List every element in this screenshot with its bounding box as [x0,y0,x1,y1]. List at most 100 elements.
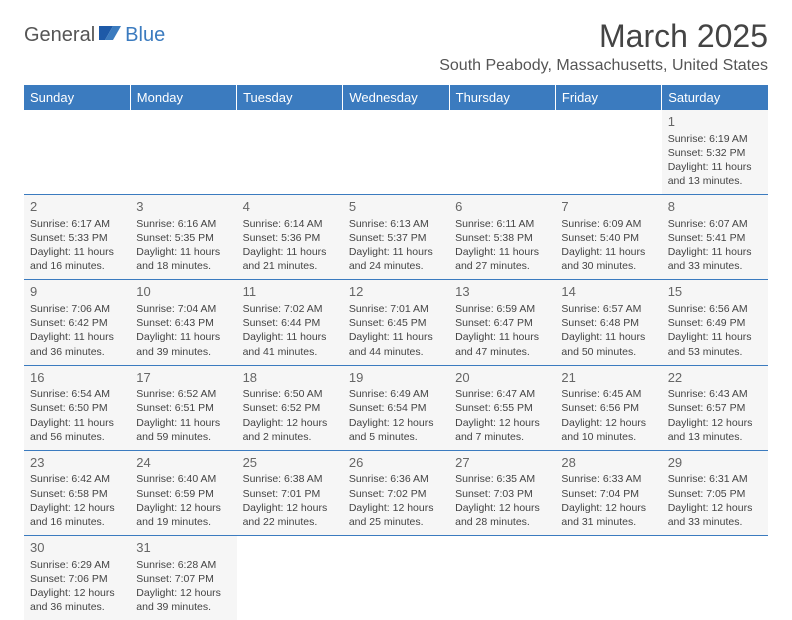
sunrise-text: Sunrise: 6:29 AM [30,558,124,572]
calendar-day-cell: 26Sunrise: 6:36 AMSunset: 7:02 PMDayligh… [343,450,449,535]
daylight-text: Daylight: 12 hours and 5 minutes. [349,416,443,444]
weekday-header: Thursday [449,85,555,110]
calendar-day-cell: 30Sunrise: 6:29 AMSunset: 7:06 PMDayligh… [24,536,130,620]
calendar-day-cell: 15Sunrise: 6:56 AMSunset: 6:49 PMDayligh… [662,280,768,365]
weekday-header: Friday [555,85,661,110]
sunrise-text: Sunrise: 6:36 AM [349,472,443,486]
calendar-day-cell: 2Sunrise: 6:17 AMSunset: 5:33 PMDaylight… [24,195,130,280]
calendar-day-cell: 6Sunrise: 6:11 AMSunset: 5:38 PMDaylight… [449,195,555,280]
calendar-day-cell [449,110,555,195]
day-number: 26 [349,454,443,472]
sunrise-text: Sunrise: 6:14 AM [243,217,337,231]
calendar-day-cell: 4Sunrise: 6:14 AMSunset: 5:36 PMDaylight… [237,195,343,280]
sunrise-text: Sunrise: 6:45 AM [561,387,655,401]
calendar-day-cell [343,536,449,620]
sunset-text: Sunset: 6:49 PM [668,316,762,330]
calendar-day-cell: 21Sunrise: 6:45 AMSunset: 6:56 PMDayligh… [555,365,661,450]
day-number: 12 [349,283,443,301]
sunset-text: Sunset: 5:41 PM [668,231,762,245]
day-number: 21 [561,369,655,387]
sunrise-text: Sunrise: 6:07 AM [668,217,762,231]
sunset-text: Sunset: 6:47 PM [455,316,549,330]
calendar-day-cell: 31Sunrise: 6:28 AMSunset: 7:07 PMDayligh… [130,536,236,620]
sunset-text: Sunset: 6:57 PM [668,401,762,415]
calendar-day-cell: 28Sunrise: 6:33 AMSunset: 7:04 PMDayligh… [555,450,661,535]
sunset-text: Sunset: 6:59 PM [136,487,230,501]
calendar-day-cell: 29Sunrise: 6:31 AMSunset: 7:05 PMDayligh… [662,450,768,535]
sunset-text: Sunset: 5:32 PM [668,146,762,160]
sunrise-text: Sunrise: 6:56 AM [668,302,762,316]
calendar-day-cell: 3Sunrise: 6:16 AMSunset: 5:35 PMDaylight… [130,195,236,280]
sunrise-text: Sunrise: 7:04 AM [136,302,230,316]
sunrise-text: Sunrise: 6:09 AM [561,217,655,231]
sunset-text: Sunset: 6:44 PM [243,316,337,330]
calendar-day-cell [343,110,449,195]
daylight-text: Daylight: 11 hours and 21 minutes. [243,245,337,273]
day-number: 3 [136,198,230,216]
daylight-text: Daylight: 11 hours and 53 minutes. [668,330,762,358]
daylight-text: Daylight: 11 hours and 44 minutes. [349,330,443,358]
day-number: 31 [136,539,230,557]
calendar-day-cell: 7Sunrise: 6:09 AMSunset: 5:40 PMDaylight… [555,195,661,280]
daylight-text: Daylight: 11 hours and 50 minutes. [561,330,655,358]
day-number: 29 [668,454,762,472]
calendar-table: SundayMondayTuesdayWednesdayThursdayFrid… [24,85,768,620]
sunset-text: Sunset: 6:43 PM [136,316,230,330]
sunrise-text: Sunrise: 6:47 AM [455,387,549,401]
logo-text-general: General [24,24,95,47]
calendar-day-cell: 17Sunrise: 6:52 AMSunset: 6:51 PMDayligh… [130,365,236,450]
day-number: 22 [668,369,762,387]
calendar-day-cell: 25Sunrise: 6:38 AMSunset: 7:01 PMDayligh… [237,450,343,535]
daylight-text: Daylight: 12 hours and 2 minutes. [243,416,337,444]
daylight-text: Daylight: 11 hours and 18 minutes. [136,245,230,273]
title-block: March 2025 South Peabody, Massachusetts,… [439,18,768,81]
month-title: March 2025 [439,18,768,55]
daylight-text: Daylight: 11 hours and 24 minutes. [349,245,443,273]
calendar-day-cell [237,110,343,195]
day-number: 27 [455,454,549,472]
day-number: 2 [30,198,124,216]
sunset-text: Sunset: 7:05 PM [668,487,762,501]
calendar-week-row: 2Sunrise: 6:17 AMSunset: 5:33 PMDaylight… [24,195,768,280]
sunrise-text: Sunrise: 6:57 AM [561,302,655,316]
daylight-text: Daylight: 12 hours and 39 minutes. [136,586,230,614]
sunset-text: Sunset: 6:42 PM [30,316,124,330]
calendar-day-cell [662,536,768,620]
daylight-text: Daylight: 12 hours and 31 minutes. [561,501,655,529]
calendar-week-row: 23Sunrise: 6:42 AMSunset: 6:58 PMDayligh… [24,450,768,535]
daylight-text: Daylight: 12 hours and 28 minutes. [455,501,549,529]
weekday-header: Sunday [24,85,130,110]
daylight-text: Daylight: 11 hours and 41 minutes. [243,330,337,358]
day-number: 30 [30,539,124,557]
sunset-text: Sunset: 7:06 PM [30,572,124,586]
daylight-text: Daylight: 11 hours and 59 minutes. [136,416,230,444]
sunset-text: Sunset: 5:37 PM [349,231,443,245]
sunrise-text: Sunrise: 6:50 AM [243,387,337,401]
logo-text-blue: Blue [125,24,165,47]
day-number: 24 [136,454,230,472]
weekday-header: Saturday [662,85,768,110]
daylight-text: Daylight: 12 hours and 36 minutes. [30,586,124,614]
calendar-day-cell: 5Sunrise: 6:13 AMSunset: 5:37 PMDaylight… [343,195,449,280]
location-subtitle: South Peabody, Massachusetts, United Sta… [439,57,768,75]
sunrise-text: Sunrise: 6:17 AM [30,217,124,231]
daylight-text: Daylight: 12 hours and 33 minutes. [668,501,762,529]
weekday-header: Tuesday [237,85,343,110]
daylight-text: Daylight: 11 hours and 30 minutes. [561,245,655,273]
calendar-day-cell: 11Sunrise: 7:02 AMSunset: 6:44 PMDayligh… [237,280,343,365]
calendar-day-cell [555,536,661,620]
day-number: 8 [668,198,762,216]
daylight-text: Daylight: 11 hours and 16 minutes. [30,245,124,273]
sunrise-text: Sunrise: 6:35 AM [455,472,549,486]
day-number: 14 [561,283,655,301]
day-number: 1 [668,113,762,131]
sunset-text: Sunset: 6:45 PM [349,316,443,330]
calendar-body: 1Sunrise: 6:19 AMSunset: 5:32 PMDaylight… [24,110,768,620]
daylight-text: Daylight: 12 hours and 10 minutes. [561,416,655,444]
calendar-day-cell: 18Sunrise: 6:50 AMSunset: 6:52 PMDayligh… [237,365,343,450]
day-number: 18 [243,369,337,387]
calendar-week-row: 9Sunrise: 7:06 AMSunset: 6:42 PMDaylight… [24,280,768,365]
day-number: 9 [30,283,124,301]
sunrise-text: Sunrise: 6:11 AM [455,217,549,231]
day-number: 20 [455,369,549,387]
